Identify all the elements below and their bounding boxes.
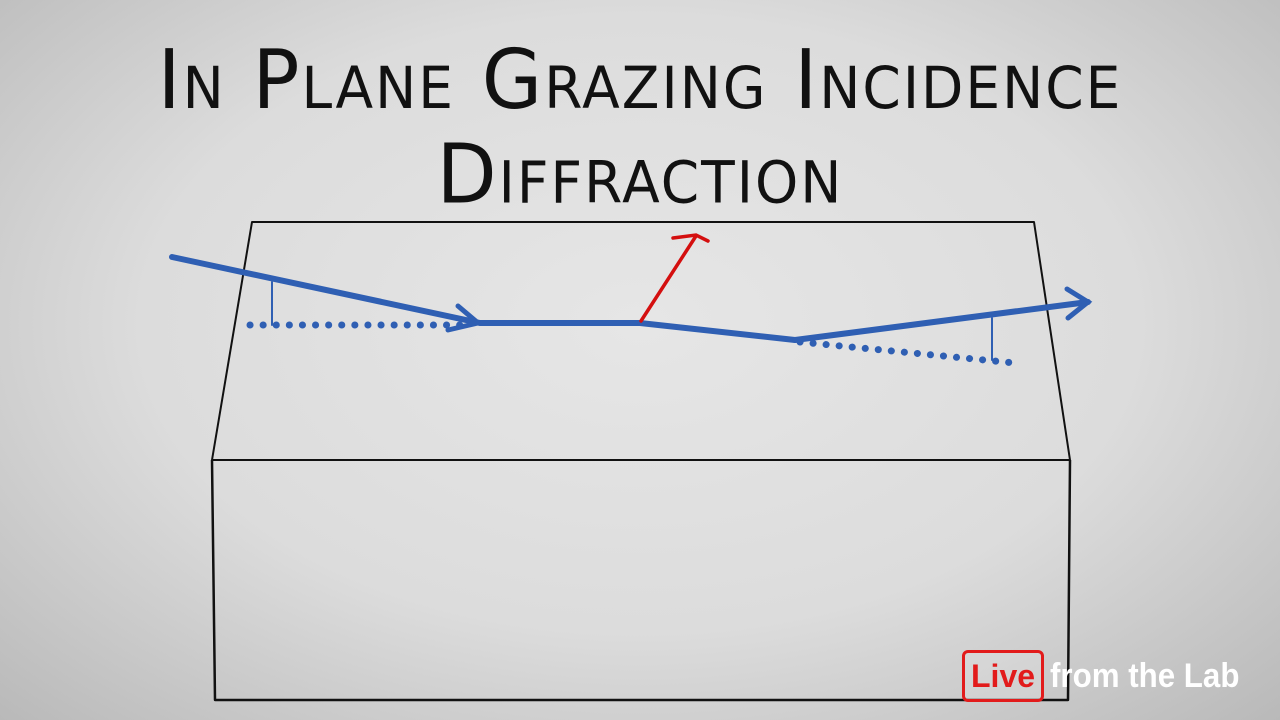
incident-arrowhead	[445, 303, 484, 333]
scattering-vector-arrowhead	[671, 233, 710, 243]
logo-text: from the Lab	[1050, 656, 1240, 695]
channel-logo: Live from the Lab	[962, 650, 1256, 702]
logo-live-badge: Live	[962, 650, 1045, 702]
in-plane-beam	[637, 320, 798, 343]
incident-beam	[169, 254, 643, 326]
exit-arrowhead	[1064, 286, 1093, 321]
diagram-title: In Plane Grazing Incidence Diffraction	[157, 33, 1123, 223]
scattering-vector	[639, 234, 698, 323]
sample-front-face	[210, 459, 1072, 702]
sample-top-face	[211, 221, 1071, 461]
exit-beam	[792, 299, 1091, 343]
surface-reference-dotted-right	[796, 338, 1019, 367]
